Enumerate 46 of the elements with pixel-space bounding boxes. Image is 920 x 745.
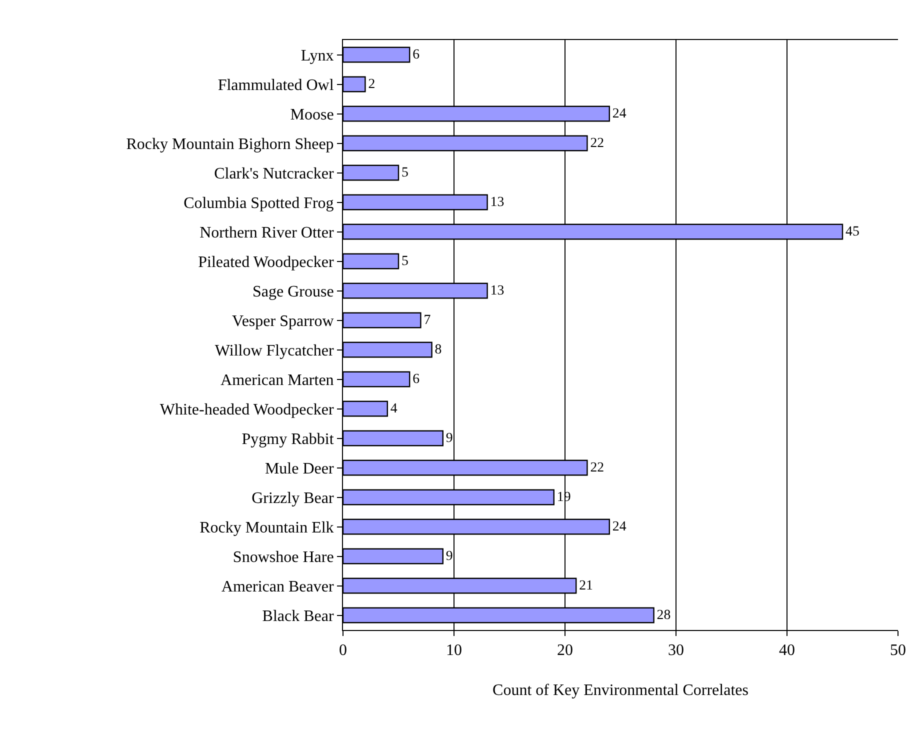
data-label: 9 xyxy=(446,549,453,564)
y-tick-label: Rocky Mountain Bighorn Sheep xyxy=(126,136,334,153)
data-label: 2 xyxy=(368,77,376,92)
y-tick-label: Flammulated Owl xyxy=(218,76,334,94)
data-label: 45 xyxy=(846,224,860,240)
x-tick-label: 40 xyxy=(779,642,795,660)
data-label: 6 xyxy=(412,372,420,388)
data-label: 22 xyxy=(590,460,604,476)
data-label: 4 xyxy=(390,402,398,417)
data-label: 6 xyxy=(412,48,420,63)
y-tick-label: Grizzly Bear xyxy=(252,490,334,507)
x-tick-label: 20 xyxy=(557,642,573,660)
data-label: 13 xyxy=(490,284,504,299)
data-label: 21 xyxy=(579,578,594,594)
y-tick-label: American Marten xyxy=(220,372,334,389)
data-label: 24 xyxy=(612,520,626,535)
data-label: 13 xyxy=(490,195,504,210)
x-axis-title: Count of Key Environmental Correlates xyxy=(492,682,748,699)
data-label: 24 xyxy=(612,106,626,122)
y-tick-label: Lynx xyxy=(300,47,334,64)
y-tick-label: Pygmy Rabbit xyxy=(242,430,334,448)
y-tick-label: Snowshoe Hare xyxy=(232,548,334,566)
data-label: 5 xyxy=(402,254,408,270)
data-label: 8 xyxy=(434,342,442,358)
y-tick-label: Northern River Otter xyxy=(200,224,334,242)
y-tick-label: Rocky Mountain Elk xyxy=(200,519,334,536)
x-tick-label: 50 xyxy=(890,642,906,660)
x-tick-label: 10 xyxy=(446,642,462,660)
data-label: 9 xyxy=(446,431,453,446)
x-tick-label: 30 xyxy=(668,642,684,660)
x-tick-label: 0 xyxy=(339,642,347,660)
data-label: 22 xyxy=(590,136,604,152)
data-label: 28 xyxy=(656,608,671,624)
y-tick-label: Vesper Sparrow xyxy=(232,312,334,330)
y-tick-label: Willow Flycatcher xyxy=(214,342,334,360)
y-tick-label: Mule Deer xyxy=(264,460,334,478)
y-tick-label: Clark's Nutcracker xyxy=(214,165,334,182)
y-tick-label: Columbia Spotted Frog xyxy=(184,194,334,212)
y-tick-label: American Beaver xyxy=(221,578,334,596)
y-tick-label: Sage Grouse xyxy=(252,283,334,300)
y-tick-label: Pileated Woodpecker xyxy=(198,254,334,271)
data-label: 7 xyxy=(424,313,431,328)
data-label: 5 xyxy=(402,166,408,181)
y-tick-label: Moose xyxy=(290,106,334,124)
y-tick-label: Black Bear xyxy=(262,608,334,625)
y-tick-label: White-headed Woodpecker xyxy=(160,401,334,418)
